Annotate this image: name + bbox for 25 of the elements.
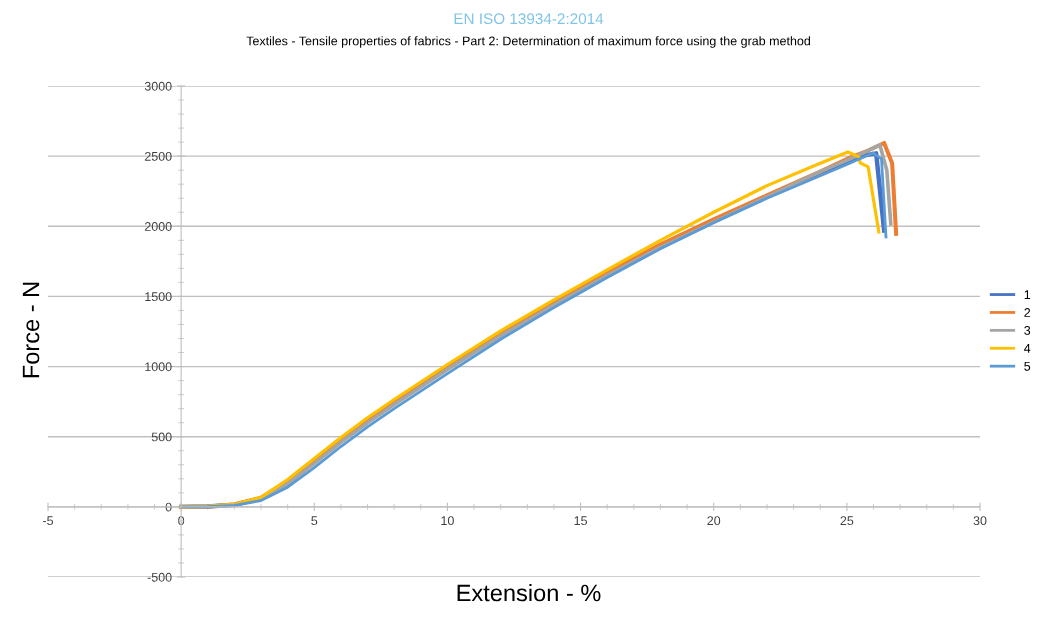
- y-tick-label: 1500: [145, 292, 172, 302]
- y-tick-label: 500: [151, 432, 172, 442]
- x-tick-label: 0: [178, 516, 185, 526]
- y-tick-label: -500: [147, 572, 172, 582]
- y-tick-label: 2000: [144, 222, 172, 231]
- y-tick-label: 1000: [145, 362, 172, 372]
- legend-label: 1: [1024, 290, 1031, 299]
- x-tick-label: 15: [574, 516, 587, 526]
- x-tick-label: 25: [840, 516, 854, 526]
- x-tick-label: 20: [707, 516, 721, 526]
- legend-label: 4: [1024, 344, 1031, 353]
- legend-label: 2: [1024, 308, 1031, 317]
- x-tick-label: 10: [441, 516, 454, 526]
- legend-label: 5: [1024, 361, 1031, 371]
- x-tick-label: 30: [973, 516, 987, 526]
- y-axis-title: Force - N: [22, 282, 40, 378]
- x-tick-label: 5: [311, 516, 318, 526]
- legend-label: 3: [1024, 326, 1031, 335]
- y-tick-label: 3000: [144, 81, 172, 91]
- chart-subtitle: Textiles - Tensile properties of fabrics - Part 2: Determination of maximum force using the grab method: [246, 36, 811, 48]
- y-tick-label: 0: [165, 502, 172, 512]
- y-tick-label: 2500: [144, 151, 172, 161]
- chart-title: EN ISO 13934-2:2014: [454, 13, 604, 25]
- x-tick-label: -5: [43, 516, 54, 526]
- x-axis-title: Extension - %: [457, 583, 601, 602]
